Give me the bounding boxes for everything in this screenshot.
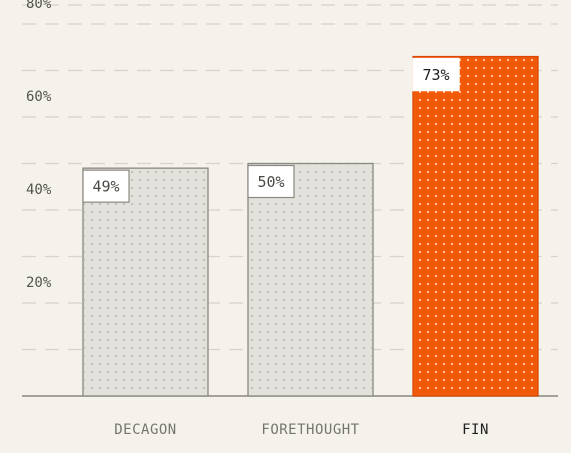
bar-group-decagon: 49%: [82, 167, 209, 397]
y-tick-label: 80%: [26, 0, 52, 12]
x-category-label: FORETHOUGHT: [261, 422, 359, 438]
y-axis: 20% 40% 60% 80%: [26, 0, 52, 291]
bar-dot-pattern: [84, 169, 207, 395]
value-label: 49%: [92, 178, 119, 196]
y-tick-label: 60%: [26, 89, 52, 105]
x-category-label: FIN: [462, 422, 489, 438]
bar-group-fin: 73%: [412, 55, 539, 397]
bar-dot-pattern: [249, 164, 372, 395]
y-tick-label: 40%: [26, 182, 52, 198]
x-axis: DECAGON FORETHOUGHT FIN: [114, 422, 489, 438]
bar-group-forethought: 50%: [247, 162, 374, 397]
value-label: 73%: [422, 66, 449, 84]
value-label: 50%: [257, 173, 284, 191]
bars: 49% 50% 73%: [82, 55, 539, 397]
x-category-label: DECAGON: [114, 422, 177, 438]
value-label-box: [412, 57, 460, 92]
value-label-box: [247, 164, 295, 199]
value-label-box: [82, 169, 130, 203]
y-tick-label: 20%: [26, 275, 52, 291]
bar-dot-pattern: [414, 57, 537, 396]
